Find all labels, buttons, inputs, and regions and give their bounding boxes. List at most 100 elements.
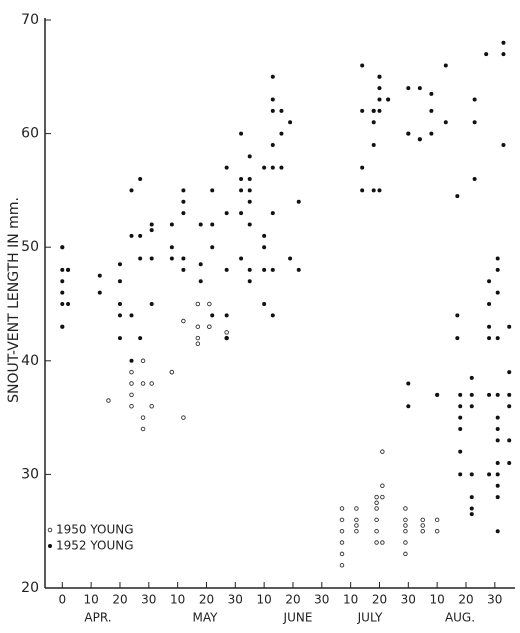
- point: [495, 472, 500, 477]
- point: [239, 211, 244, 216]
- point: [181, 211, 186, 216]
- point: [210, 188, 215, 193]
- point: [198, 222, 203, 227]
- point: [239, 177, 244, 182]
- x-tick-label: 20: [458, 593, 473, 607]
- point: [386, 97, 391, 102]
- point: [224, 336, 229, 341]
- point: [469, 495, 474, 500]
- point: [458, 404, 463, 409]
- point: [210, 222, 215, 227]
- y-tick-label: 50: [21, 239, 39, 255]
- point: [472, 120, 477, 125]
- point: [507, 438, 512, 443]
- point: [501, 142, 506, 147]
- point: [403, 540, 408, 545]
- point: [279, 165, 284, 170]
- point: [371, 120, 376, 125]
- y-tick-label: 30: [21, 466, 39, 482]
- point: [495, 426, 500, 431]
- point: [60, 324, 65, 329]
- x-tick-label: 20: [199, 593, 214, 607]
- point: [495, 256, 500, 261]
- point: [458, 472, 463, 477]
- y-tick-label: 70: [21, 12, 39, 28]
- point: [270, 267, 275, 272]
- x-tick-label: 30: [314, 593, 329, 607]
- point: [495, 483, 500, 488]
- x-tick-label: 10: [430, 593, 445, 607]
- point: [339, 506, 345, 511]
- point: [403, 551, 408, 557]
- x-tick-label: 30: [487, 593, 502, 607]
- point: [487, 324, 492, 329]
- point: [270, 108, 275, 113]
- point: [195, 335, 201, 341]
- point: [149, 381, 154, 386]
- month-label: AUG.: [445, 611, 475, 625]
- x-tick-label: 0: [58, 593, 66, 607]
- point: [507, 392, 512, 397]
- point: [138, 233, 143, 238]
- point: [181, 415, 186, 420]
- point: [149, 403, 154, 409]
- point: [487, 336, 492, 341]
- point: [377, 188, 382, 193]
- point: [403, 506, 408, 511]
- point: [247, 177, 252, 182]
- point: [169, 245, 174, 250]
- point: [97, 273, 102, 278]
- point: [239, 256, 244, 261]
- point: [380, 540, 385, 545]
- point: [262, 233, 267, 238]
- point: [380, 483, 385, 489]
- point: [117, 302, 122, 306]
- point: [140, 358, 146, 364]
- point: [262, 165, 267, 170]
- point: [149, 222, 154, 227]
- point: [374, 506, 379, 511]
- point: [207, 301, 212, 307]
- x-tick-label: 20: [372, 593, 387, 607]
- point: [374, 500, 379, 506]
- point: [198, 262, 203, 267]
- point: [495, 415, 500, 420]
- point: [181, 267, 186, 272]
- point: [279, 131, 284, 136]
- point: [429, 108, 434, 113]
- point: [117, 279, 122, 284]
- point: [149, 302, 154, 306]
- point: [374, 528, 379, 534]
- legend-label: 1952 YOUNG: [56, 539, 134, 553]
- point: [507, 404, 512, 409]
- point: [169, 256, 174, 261]
- point: [380, 494, 385, 500]
- point: [507, 324, 512, 329]
- x-tick-label: 30: [228, 593, 243, 607]
- point: [469, 512, 474, 517]
- point: [458, 449, 463, 454]
- point: [60, 302, 65, 306]
- point: [472, 177, 477, 182]
- point: [420, 528, 425, 534]
- y-axis-label: SNOUT-VENT LENGTH IN mm.: [6, 197, 22, 403]
- point: [354, 523, 359, 528]
- point: [377, 74, 382, 79]
- point: [169, 222, 174, 227]
- point: [417, 86, 422, 91]
- point: [371, 142, 376, 147]
- point: [374, 494, 379, 500]
- point: [484, 52, 489, 57]
- y-tick-label: 60: [21, 126, 39, 142]
- point: [377, 86, 382, 91]
- point: [501, 52, 506, 57]
- point: [374, 517, 379, 523]
- point: [420, 523, 425, 528]
- point: [487, 302, 492, 306]
- point: [247, 188, 252, 193]
- point: [429, 131, 434, 136]
- point: [403, 528, 408, 534]
- point: [224, 330, 229, 335]
- point: [129, 403, 134, 409]
